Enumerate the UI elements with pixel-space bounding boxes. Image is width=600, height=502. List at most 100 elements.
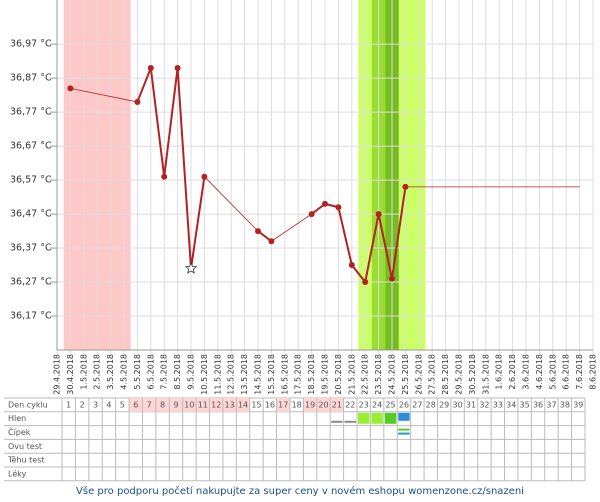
cycle-day: 14 xyxy=(238,400,248,409)
cycle-day: 19 xyxy=(305,400,315,409)
cycle-day: 34 xyxy=(506,400,516,409)
row-label: Den cyklu xyxy=(8,400,48,409)
y-tick-label: 36,57 °C xyxy=(10,175,52,186)
cycle-day: 33 xyxy=(493,400,503,409)
cycle-day: 24 xyxy=(372,400,382,409)
x-tick-label: 7.5.2018 xyxy=(160,354,169,390)
x-tick-label: 22.5.2018 xyxy=(361,354,370,395)
x-tick-label: 20.5.2018 xyxy=(334,354,343,395)
point xyxy=(201,173,208,180)
point xyxy=(147,64,154,71)
x-tick-label: 10.5.2018 xyxy=(200,354,209,395)
x-tick-label: 6.6.2018 xyxy=(562,354,571,390)
cycle-day: 15 xyxy=(251,400,261,409)
footer-link[interactable]: Vše pro podporu početí nakupujte za supe… xyxy=(76,486,524,497)
cycle-day: 36 xyxy=(533,400,543,409)
point xyxy=(335,204,342,211)
cycle-day: 18 xyxy=(292,400,302,409)
cycle-day: 37 xyxy=(546,400,556,409)
cycle-day: 1 xyxy=(66,400,71,409)
cycle-day: 29 xyxy=(439,400,449,409)
x-tick-label: 21.5.2018 xyxy=(347,354,356,395)
cycle-day: 31 xyxy=(466,400,476,409)
y-tick-label: 36,97 °C xyxy=(10,39,52,50)
row-label: Hlen xyxy=(8,414,26,423)
symbol xyxy=(398,428,410,431)
cell-shade xyxy=(209,398,223,412)
line-segment xyxy=(391,186,407,279)
cycle-day: 12 xyxy=(211,400,221,409)
x-tick-label: 17.5.2018 xyxy=(294,354,303,395)
x-tick-label: 18.5.2018 xyxy=(307,354,316,395)
line-segment xyxy=(163,67,179,177)
cycle-day: 30 xyxy=(453,400,463,409)
x-tick-label: 5.5.2018 xyxy=(133,354,142,390)
cycle-day: 27 xyxy=(412,400,422,409)
y-tick-label: 36,17 °C xyxy=(10,311,52,322)
x-tick-label: 1.6.2018 xyxy=(495,354,504,390)
x-tick-label: 8.5.2018 xyxy=(173,354,182,390)
point xyxy=(268,238,275,245)
x-tick-label: 16.5.2018 xyxy=(280,354,289,395)
x-tick-label: 11.5.2018 xyxy=(213,354,222,395)
cell-shade xyxy=(303,398,317,412)
x-tick-label: 31.5.2018 xyxy=(481,354,490,395)
cell-shade xyxy=(222,398,237,412)
symbol xyxy=(398,412,410,421)
point xyxy=(174,64,181,71)
point xyxy=(389,275,395,282)
x-tick-label: 30.4.2018 xyxy=(66,354,75,395)
point xyxy=(322,200,328,207)
x-tick-label: 3.6.2018 xyxy=(522,354,531,390)
cell-shade xyxy=(316,398,331,412)
symbol xyxy=(331,420,343,423)
point xyxy=(308,211,315,218)
cell-shade xyxy=(330,398,344,412)
symbol xyxy=(371,412,383,424)
cycle-day: 4 xyxy=(106,400,111,409)
chart: 29.4.2018 30.4.2018 1.5.2018 2.5.2018 3.5.20… xyxy=(4,0,598,482)
x-tick-label: 5.6.2018 xyxy=(548,354,557,390)
x-tick-label: 3.5.2018 xyxy=(106,354,115,390)
x-tick-label: 2.6.2018 xyxy=(508,354,517,390)
cycle-day: 7 xyxy=(147,400,152,409)
cycle-day: 5 xyxy=(120,400,125,409)
cell-shade xyxy=(169,398,183,412)
y-tick-label: 36,77 °C xyxy=(10,107,52,118)
gap-connector xyxy=(271,213,312,242)
x-tick-label: 6.5.2018 xyxy=(146,354,155,390)
x-tick-label: 25.5.2018 xyxy=(401,354,410,395)
star-marker xyxy=(184,261,198,274)
x-tick-label: 14.5.2018 xyxy=(254,354,263,395)
row-label: Těhu test xyxy=(7,456,45,465)
cycle-day: 21 xyxy=(332,400,342,409)
x-tick-label: 4.6.2018 xyxy=(535,354,544,390)
cycle-day: 35 xyxy=(520,400,530,409)
cycle-day: 26 xyxy=(399,400,409,409)
x-tick-label: 1.5.2018 xyxy=(79,354,88,390)
x-tick-label: 26.5.2018 xyxy=(414,354,423,395)
cycle-day: 3 xyxy=(93,400,98,409)
line-segment xyxy=(136,67,152,103)
x-tick-label: 19.5.2018 xyxy=(321,354,330,395)
x-tick-label: 9.5.2018 xyxy=(187,354,196,390)
cycle-day: 23 xyxy=(359,400,369,409)
cycle-day: 22 xyxy=(345,400,355,409)
y-tick-label: 36,67 °C xyxy=(10,141,52,152)
cycle-day: 13 xyxy=(225,400,235,409)
x-tick-label: 23.5.2018 xyxy=(374,354,383,395)
x-tick-label: 27.5.2018 xyxy=(428,354,437,395)
x-tick-label: 30.5.2018 xyxy=(468,354,477,395)
cell-shade xyxy=(276,398,290,412)
cycle-day: 2 xyxy=(80,400,85,409)
point xyxy=(362,279,369,286)
row-label: Čípek xyxy=(8,426,31,437)
cycle-day: 20 xyxy=(318,400,328,409)
cycle-day: 17 xyxy=(278,400,288,409)
x-tick-label: 29.5.2018 xyxy=(455,354,464,395)
x-tick-label: 12.5.2018 xyxy=(227,354,236,395)
gap-connector xyxy=(204,176,259,232)
line-segment xyxy=(377,213,393,279)
cycle-day: 32 xyxy=(479,400,489,409)
point xyxy=(67,85,74,92)
